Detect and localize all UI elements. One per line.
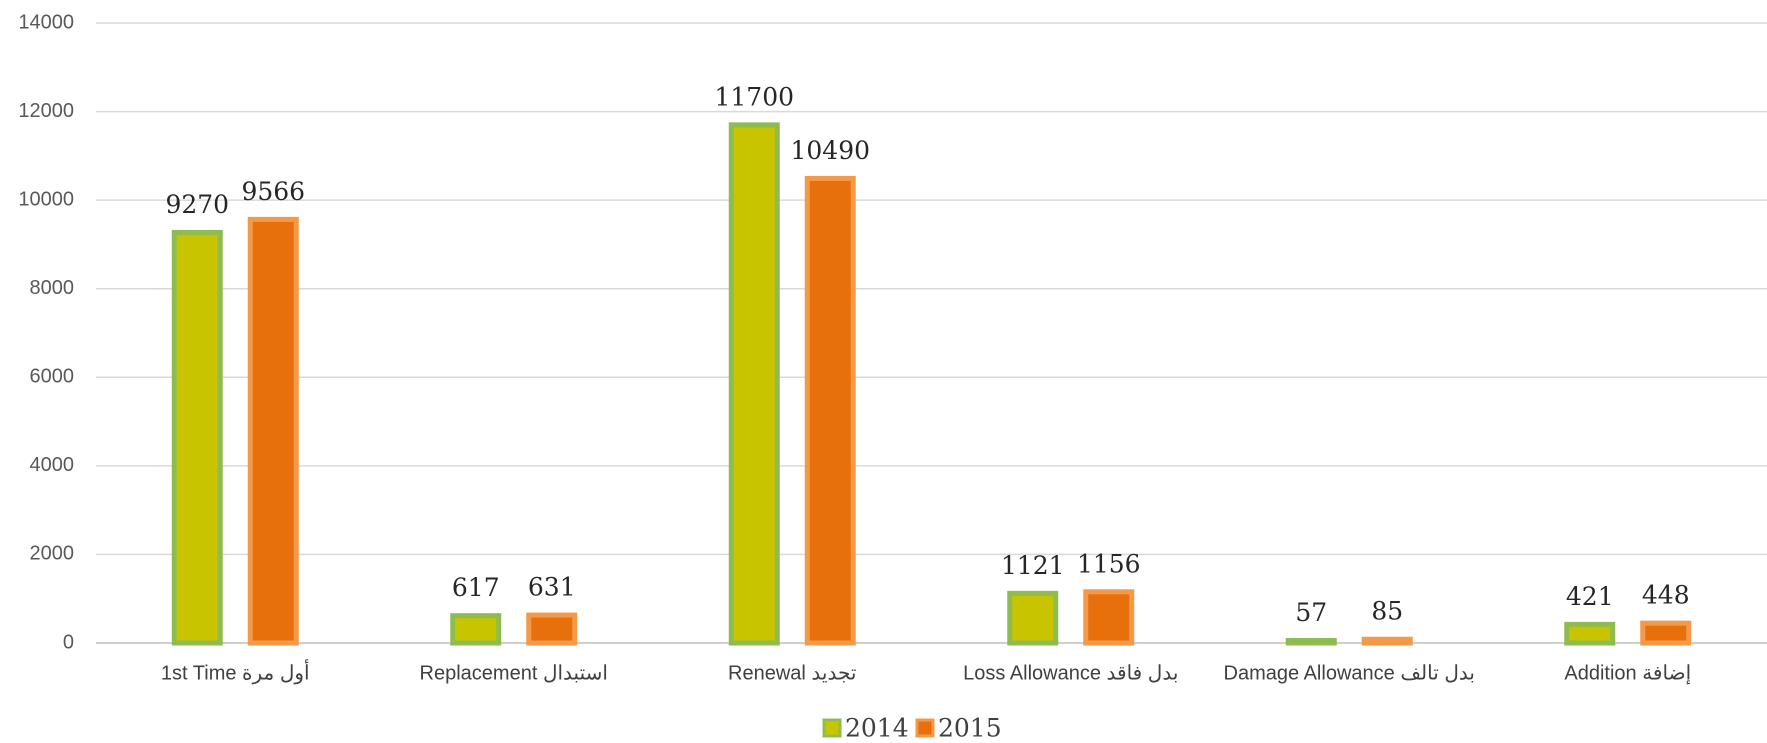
value-label: 10490 (790, 136, 870, 165)
x-tick-label: Loss Allowance بدل فاقد (963, 662, 1178, 684)
bar (450, 613, 502, 646)
legend-label: 2014 (845, 714, 909, 743)
bar (1007, 590, 1059, 646)
bar (1285, 637, 1337, 646)
value-label: 617 (452, 573, 500, 602)
y-tick-label: 2000 (30, 543, 75, 565)
x-tick-label: Renewal تجديد (728, 662, 856, 684)
y-tick-label: 8000 (30, 277, 75, 299)
value-label: 448 (1642, 581, 1690, 610)
legend-swatch (822, 718, 842, 738)
bar (1564, 621, 1616, 646)
value-label: 631 (528, 573, 576, 602)
y-tick-label: 12000 (18, 100, 74, 122)
y-tick-label: 6000 (30, 366, 75, 388)
legend-label: 2015 (938, 714, 1002, 743)
legend-swatch (915, 718, 935, 738)
bar (1640, 620, 1692, 646)
y-tick-label: 14000 (18, 11, 74, 33)
bar (247, 216, 299, 646)
bar (171, 229, 223, 646)
bar (526, 612, 578, 646)
y-tick-label: 4000 (30, 454, 75, 476)
y-tick-label: 0 (63, 631, 74, 653)
value-label: 1156 (1077, 549, 1141, 578)
value-label: 11700 (714, 82, 794, 111)
bar (728, 122, 780, 646)
y-tick-label: 10000 (18, 188, 74, 210)
bar (804, 175, 856, 646)
x-tick-label: Addition إضافة (1564, 662, 1691, 685)
x-tick-label: 1st Time أول مرة (161, 658, 310, 684)
value-label: 85 (1371, 597, 1403, 626)
value-label: 421 (1566, 582, 1614, 611)
value-label: 9270 (165, 190, 229, 219)
value-label: 1121 (1001, 551, 1065, 580)
x-tick-label: Replacement استبدال (420, 662, 608, 684)
x-tick-label: Damage Allowance بدل تالف (1224, 662, 1475, 684)
bar (1361, 636, 1413, 646)
value-label: 9566 (241, 177, 305, 206)
bar (1083, 589, 1135, 646)
value-label: 57 (1295, 598, 1327, 627)
